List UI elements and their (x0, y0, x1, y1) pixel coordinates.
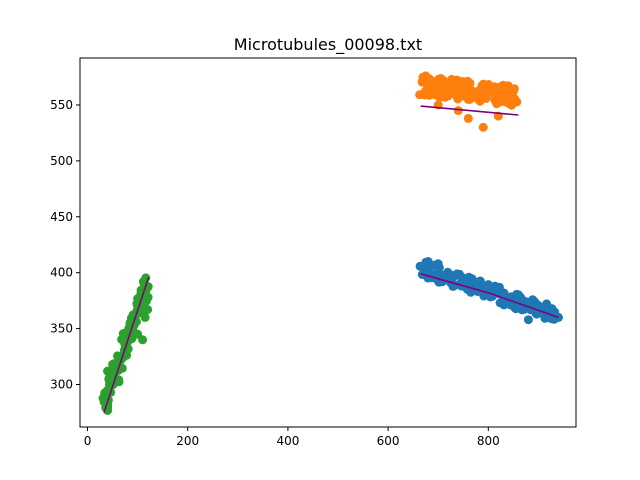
plot-area-frame (79, 57, 577, 428)
data-point (449, 76, 459, 86)
fit-lines-layer (103, 105, 559, 413)
data-point (443, 84, 453, 93)
y-tick-label: 450 (50, 210, 73, 224)
data-point (138, 335, 148, 345)
data-point (437, 270, 447, 280)
x-tick-label: 0 (84, 434, 92, 448)
data-point (464, 272, 474, 282)
data-point (446, 270, 456, 280)
y-tick-label: 350 (50, 322, 73, 336)
fit-line-3 (103, 276, 150, 413)
data-point (454, 269, 464, 279)
data-point (493, 94, 503, 104)
data-point (523, 315, 533, 325)
series-2 (415, 71, 522, 132)
data-point (478, 122, 488, 132)
x-axis: 0 200 400 600 800 (84, 427, 500, 448)
data-point (483, 87, 493, 97)
data-point (507, 292, 516, 302)
x-tick-label: 600 (377, 434, 400, 448)
data-point (453, 106, 463, 116)
data-point (511, 97, 521, 107)
data-point (463, 113, 473, 123)
data-point (492, 286, 502, 296)
data-point (103, 366, 113, 376)
data-point (499, 300, 509, 310)
data-point (443, 90, 453, 100)
y-tick-label: 550 (50, 98, 73, 112)
y-tick-label: 400 (50, 266, 73, 280)
data-point (113, 351, 122, 361)
y-axis: 300 350 400 450 500 550 (50, 98, 80, 392)
y-tick-label: 500 (50, 154, 73, 168)
data-point (140, 312, 150, 322)
data-point (508, 87, 518, 96)
data-point (462, 91, 472, 101)
data-point (540, 313, 550, 323)
data-point (498, 83, 508, 93)
data-point (433, 83, 443, 93)
y-tick-label: 300 (50, 378, 73, 392)
data-point (118, 329, 128, 339)
data-point (102, 386, 112, 395)
data-point (453, 94, 463, 104)
series-layer (98, 71, 563, 415)
data-point (423, 257, 433, 266)
data-point (436, 76, 446, 86)
data-point (433, 259, 443, 269)
data-point (490, 85, 500, 95)
x-tick-label: 200 (176, 434, 199, 448)
data-point (543, 304, 553, 313)
data-point (472, 279, 482, 289)
data-point (143, 305, 153, 315)
chart-title: Microtubules_00098.txt (234, 35, 422, 55)
x-tick-label: 800 (477, 434, 500, 448)
series-1 (415, 257, 563, 325)
x-tick-label: 400 (276, 434, 299, 448)
fit-line-1 (420, 105, 519, 116)
fit-line-2 (420, 273, 559, 319)
data-point (476, 86, 486, 96)
data-point (141, 296, 151, 306)
data-point (426, 75, 436, 85)
